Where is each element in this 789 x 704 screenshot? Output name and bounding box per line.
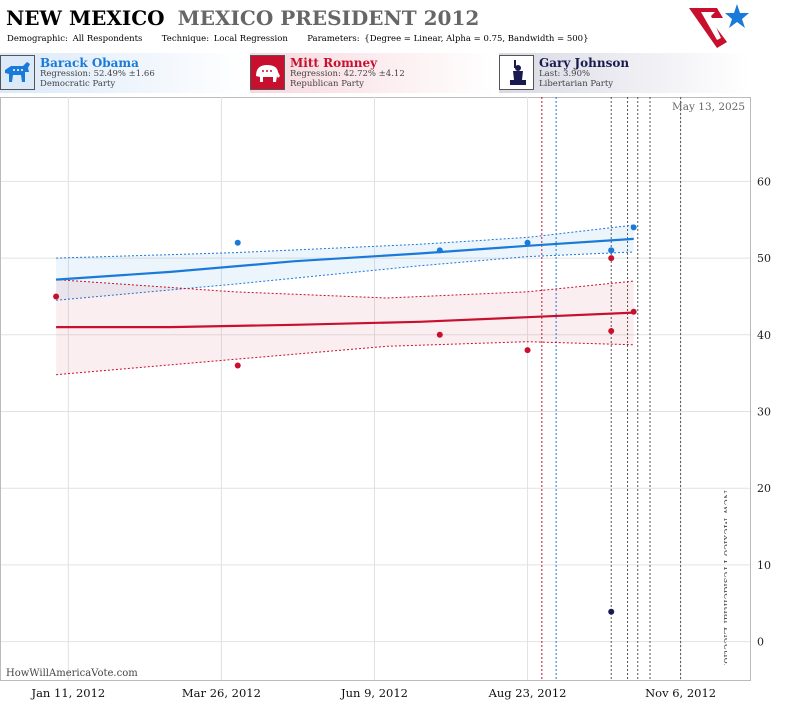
band-lower-line	[56, 341, 634, 376]
data-point	[608, 255, 615, 262]
y-tick-label: 50	[757, 252, 771, 265]
parameters-value: {Degree = Linear, Alpha = 0.75, Bandwidt…	[364, 34, 589, 44]
legend-johnson: Gary Johnson Last: 3.90% Libertarian Par…	[499, 53, 749, 93]
liberty-statue-icon	[499, 55, 534, 90]
x-tick-label: Mar 26, 2012	[182, 686, 261, 700]
donkey-icon	[0, 55, 35, 90]
data-point	[608, 247, 615, 254]
data-point	[524, 239, 531, 246]
data-point	[630, 308, 637, 315]
legend-obama: Barack Obama Regression: 52.49% ±1.66 De…	[0, 53, 245, 93]
data-point	[608, 327, 615, 334]
watermark: HowWillAmericaVote.com	[6, 668, 138, 679]
trend-line	[56, 237, 634, 281]
election-label-text: New Mexico Presidential Election	[721, 490, 727, 665]
candidate-legend: Barack Obama Regression: 52.49% ±1.66 De…	[0, 53, 789, 95]
demographic-label: Demographic:	[7, 34, 68, 44]
band-lower-line	[56, 251, 634, 301]
legend-name: Barack Obama	[40, 56, 139, 70]
trend-line	[56, 311, 634, 329]
x-tick-label: Aug 23, 2012	[488, 686, 567, 700]
chart-title: NEW MEXICO MEXICO PRESIDENT 2012	[6, 6, 479, 30]
x-tick-label: Jan 11, 2012	[30, 686, 105, 700]
legend-party: Libertarian Party	[539, 79, 614, 89]
y-tick-label: 40	[757, 329, 771, 342]
legend-party: Republican Party	[290, 79, 364, 89]
election-label: New Mexico Presidential Election	[721, 490, 727, 665]
data-point	[436, 331, 443, 338]
y-tick-label: 20	[757, 482, 771, 495]
data-point	[53, 293, 60, 300]
data-point	[524, 347, 531, 354]
data-point	[630, 224, 637, 231]
y-tick-label: 60	[757, 175, 771, 188]
legend-romney: Mitt Romney Regression: 42.72% ±4.12 Rep…	[250, 53, 495, 93]
legend-name: Gary Johnson	[539, 56, 630, 70]
confidence-band	[56, 225, 634, 301]
data-point	[436, 247, 443, 254]
legend-name: Mitt Romney	[290, 56, 378, 70]
data-point	[234, 239, 241, 246]
data-point	[608, 608, 615, 615]
race-name: MEXICO PRESIDENT 2012	[177, 6, 480, 30]
legend-stat: Regression: 42.72% ±4.12	[290, 69, 405, 79]
plot-area	[0, 97, 751, 681]
parameters-label: Parameters:	[307, 34, 360, 44]
legend-stat: Regression: 52.49% ±1.66	[40, 69, 155, 79]
elephant-icon	[250, 55, 285, 90]
x-tick-label: Jun 9, 2012	[340, 686, 408, 700]
y-tick-label: 0	[757, 636, 764, 649]
y-tick-label: 30	[757, 406, 771, 419]
legend-stat: Last: 3.90%	[539, 69, 591, 79]
parameters-line: Demographic: All Respondents Technique: …	[7, 34, 589, 44]
date-stamp: May 13, 2025	[672, 101, 746, 113]
technique-label: Technique:	[161, 34, 210, 44]
y-tick-label: 10	[757, 559, 771, 572]
data-point	[234, 362, 241, 369]
state-name: NEW MEXICO	[6, 6, 165, 30]
site-logo-icon	[689, 4, 749, 48]
confidence-band	[56, 279, 634, 375]
demographic-value: All Respondents	[72, 34, 143, 44]
x-tick-label: Nov 6, 2012	[645, 686, 716, 700]
technique-value: Local Regression	[213, 34, 288, 44]
legend-party: Democratic Party	[40, 79, 116, 89]
